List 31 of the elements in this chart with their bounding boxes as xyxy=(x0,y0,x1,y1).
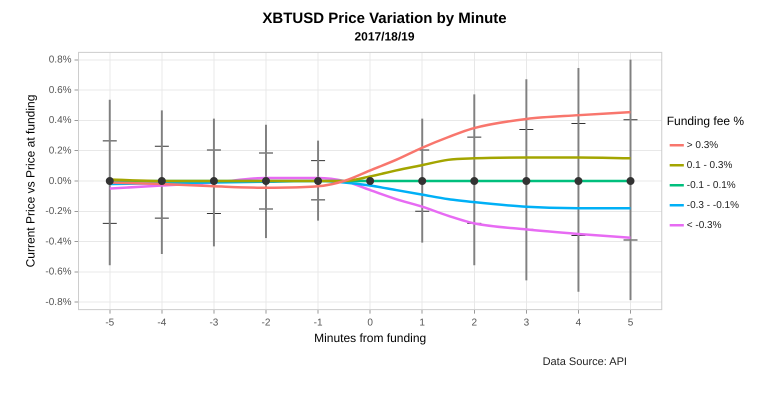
y-tick-label: 0.8% xyxy=(48,54,72,66)
chart-subtitle: 2017/18/19 xyxy=(354,30,415,44)
legend-label: -0.1 - 0.1% xyxy=(686,180,736,191)
x-tick-label: 4 xyxy=(576,317,582,328)
x-tick-label: 0 xyxy=(367,317,374,328)
legend-label: -0.3 - -0.1% xyxy=(686,200,740,211)
y-tick-label: 0.4% xyxy=(48,115,72,126)
x-tick-label: -4 xyxy=(157,317,167,328)
x-tick-label: 2 xyxy=(472,317,478,328)
x-tick-label: -1 xyxy=(314,317,323,328)
y-tick-label: -0.4% xyxy=(45,236,72,248)
x-tick-label: 1 xyxy=(419,317,426,328)
legend-label: 0.1 - 0.3% xyxy=(686,160,732,171)
y-tick-label: -0.8% xyxy=(45,296,72,308)
x-tick-label: 5 xyxy=(628,317,634,328)
x-tick-label: 3 xyxy=(524,317,530,328)
legend-title: Funding fee % xyxy=(666,114,744,128)
y-tick-label: 0.2% xyxy=(48,145,72,156)
source-note: Data Source: API xyxy=(542,356,627,368)
x-axis-title: Minutes from funding xyxy=(314,331,426,346)
x-tick-label: -2 xyxy=(262,317,271,328)
y-tick-label: -0.6% xyxy=(45,266,72,278)
y-tick-label: 0.6% xyxy=(48,84,72,96)
legend-label: < -0.3% xyxy=(686,220,722,231)
y-tick-label: 0.0% xyxy=(48,176,72,187)
legend-label: > 0.3% xyxy=(686,140,718,151)
chart-title: XBTUSD Price Variation by Minute xyxy=(262,10,507,28)
y-tick-label: -0.2% xyxy=(45,206,72,218)
x-tick-label: -5 xyxy=(105,317,115,328)
x-tick-label: -3 xyxy=(209,317,219,328)
y-axis-title: Current Price vs Price at funding xyxy=(24,94,38,268)
